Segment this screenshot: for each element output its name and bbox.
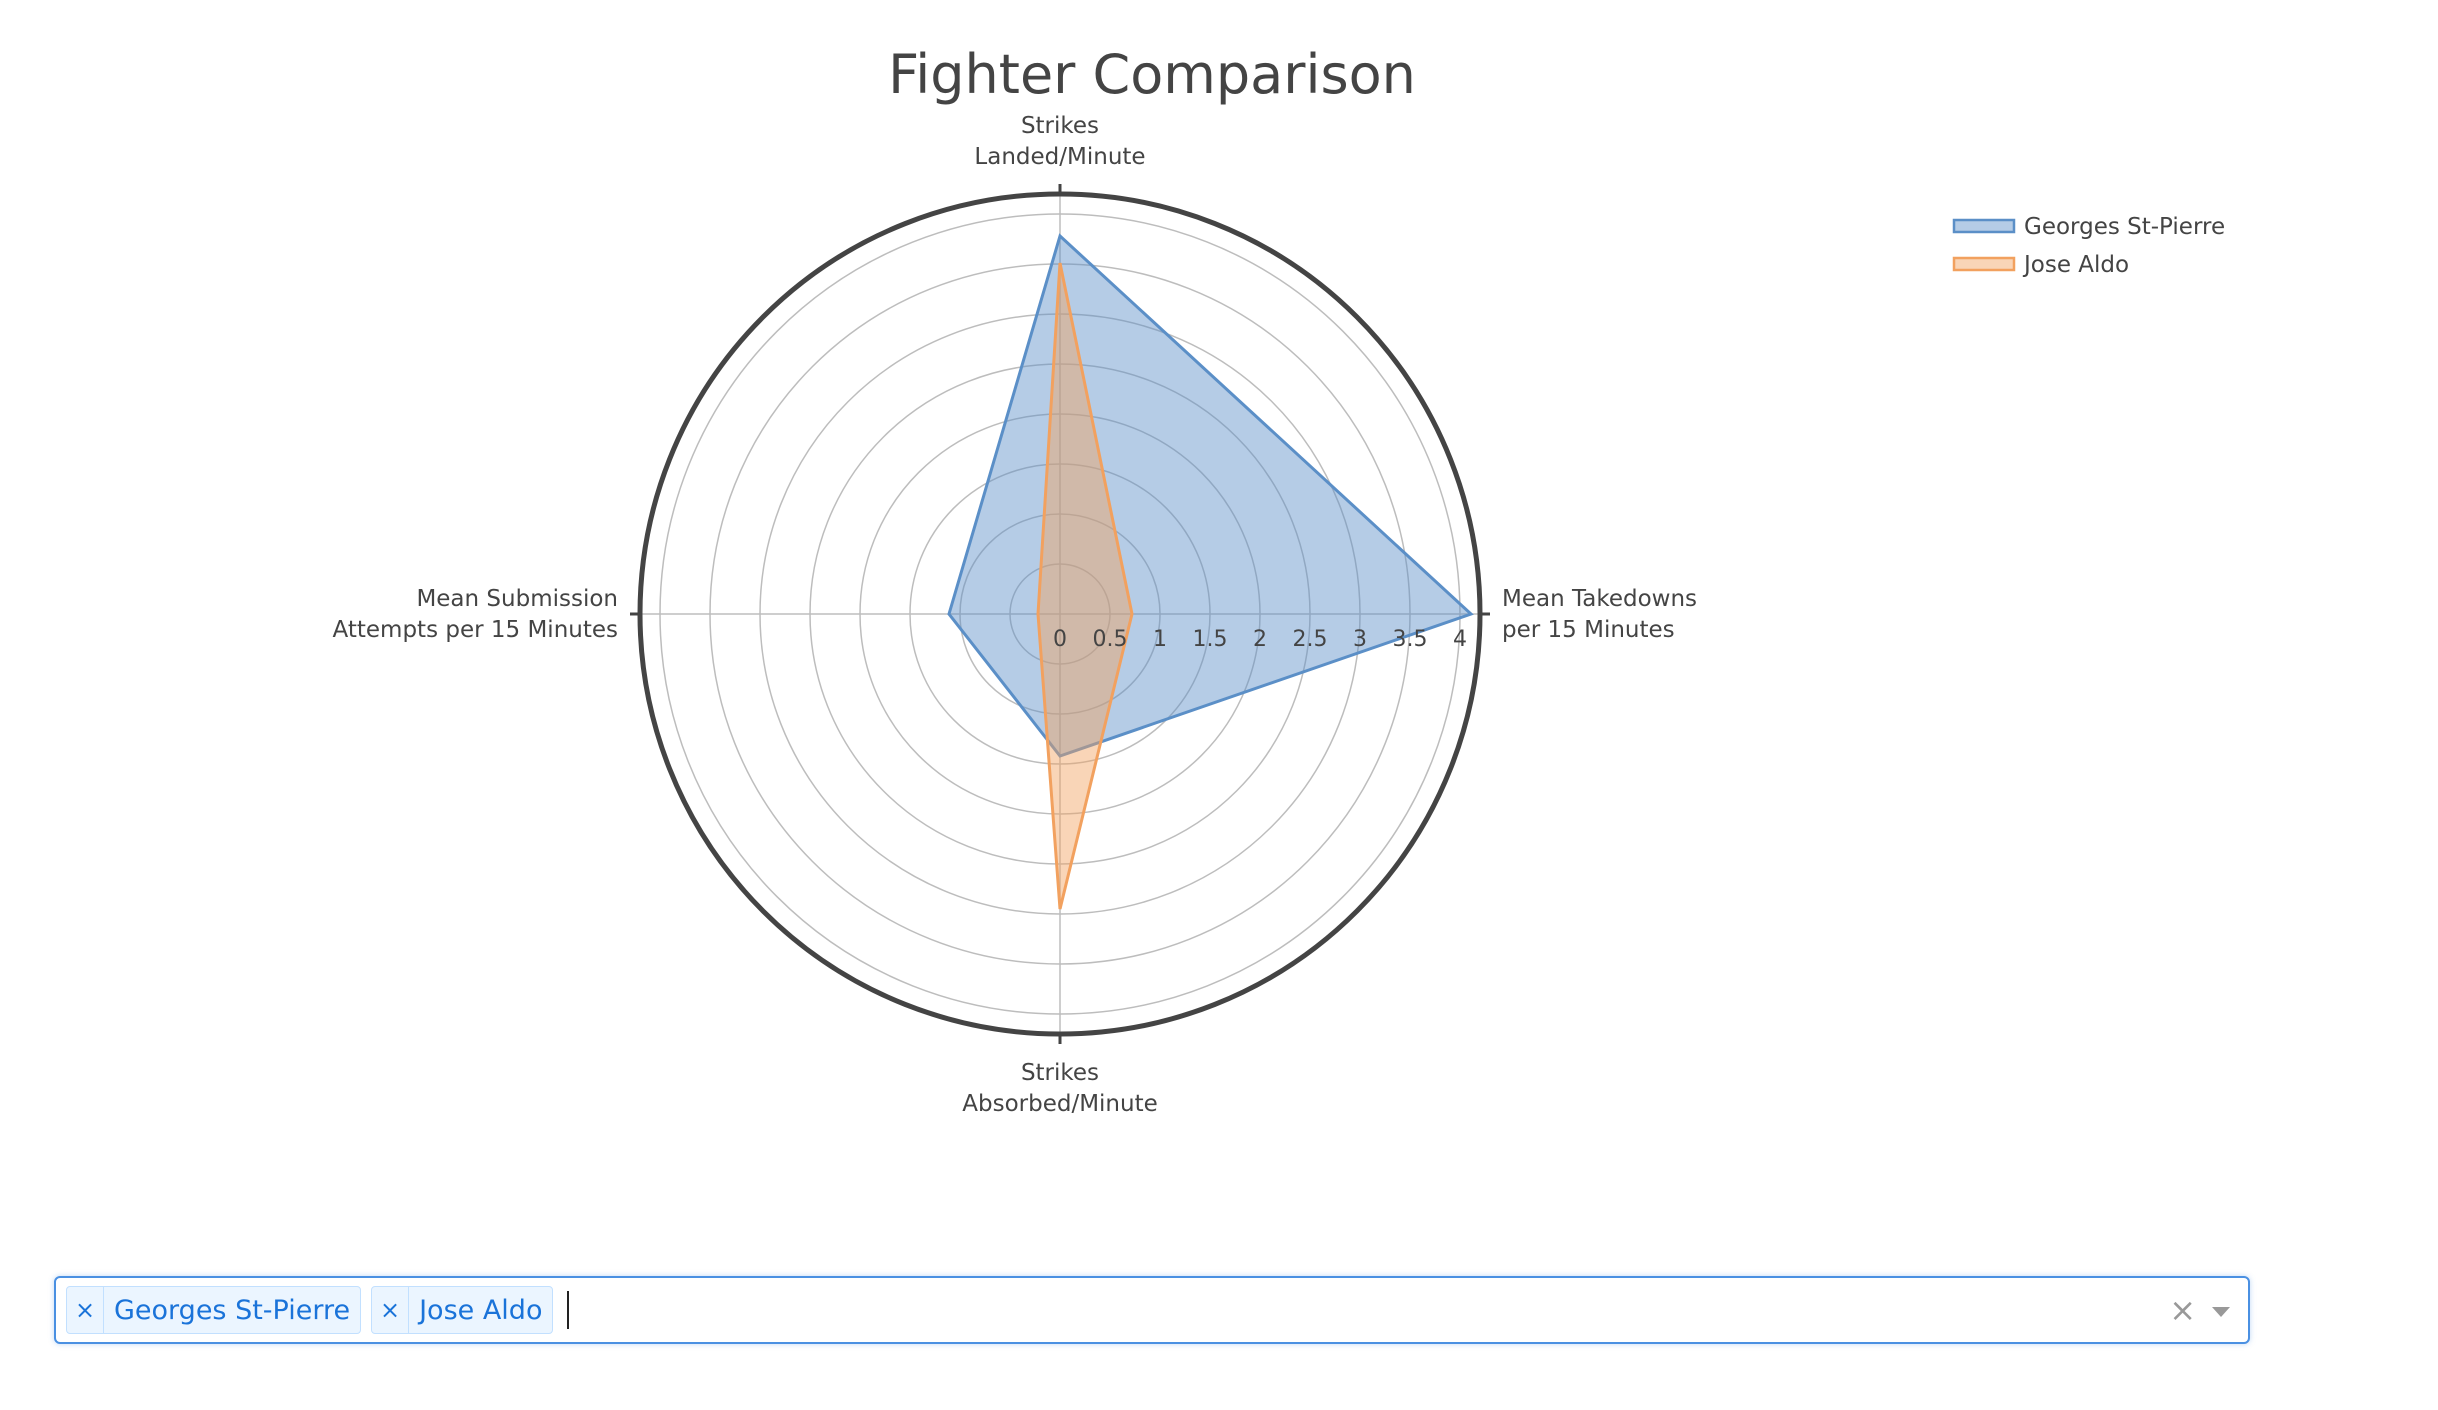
axis-label-line: Landed/Minute bbox=[974, 144, 1145, 170]
radial-tick-label: 1.5 bbox=[1193, 627, 1228, 652]
axis-label: Strikes Landed/Minute bbox=[974, 113, 1145, 170]
legend-swatch bbox=[1952, 256, 2016, 272]
chart-title: Fighter Comparison bbox=[888, 43, 1416, 106]
radar-series bbox=[947, 233, 1474, 910]
radial-tick-label: 2 bbox=[1253, 627, 1267, 652]
radial-tick-label: 1 bbox=[1153, 627, 1167, 652]
legend-swatch bbox=[1952, 218, 2016, 234]
legend-item: Jose Aldo bbox=[1952, 252, 2129, 278]
radial-tick-label: 4 bbox=[1453, 627, 1467, 652]
radial-tick-label: 3.5 bbox=[1393, 627, 1428, 652]
axis-label-line: Mean Submission bbox=[416, 586, 618, 612]
remove-chip-icon[interactable]: × bbox=[372, 1287, 410, 1333]
dropdown-arrow-icon[interactable] bbox=[2212, 1307, 2230, 1317]
legend-item: Georges St-Pierre bbox=[1952, 214, 2225, 240]
radial-ticks: 0 0.5 1 1.5 2 2.5 3 3.5 4 bbox=[1053, 627, 1467, 652]
axis-label-line: Attempts per 15 Minutes bbox=[333, 617, 618, 643]
legend: Georges St-Pierre Jose Aldo bbox=[1952, 214, 2225, 278]
clear-all-icon[interactable]: × bbox=[2169, 1291, 2196, 1329]
axis-label: Mean Takedowns per 15 Minutes bbox=[1502, 586, 1697, 643]
radial-tick-label: 2.5 bbox=[1293, 627, 1328, 652]
legend-label: Jose Aldo bbox=[2022, 252, 2129, 278]
axis-labels: Strikes Landed/Minute Mean Takedowns per 15… bbox=[333, 113, 1697, 1117]
search-input-cursor[interactable] bbox=[567, 1291, 570, 1329]
legend-label: Georges St-Pierre bbox=[2024, 214, 2225, 240]
axis-label-line: Strikes bbox=[1021, 113, 1099, 139]
fighter-multiselect[interactable]: × Georges St-Pierre × Jose Aldo × bbox=[54, 1276, 2250, 1344]
selected-fighter-chip: × Georges St-Pierre bbox=[66, 1286, 362, 1334]
select-controls: × bbox=[2169, 1294, 2248, 1326]
series-area bbox=[1036, 262, 1134, 910]
chip-label: Jose Aldo bbox=[419, 1294, 543, 1326]
radar-grid bbox=[630, 184, 1490, 1044]
axis-label-line: Absorbed/Minute bbox=[962, 1091, 1158, 1117]
axis-label-line: per 15 Minutes bbox=[1502, 617, 1675, 643]
selected-fighter-chip: × Jose Aldo bbox=[371, 1286, 554, 1334]
series-area bbox=[947, 233, 1474, 758]
axis-label-line: Strikes bbox=[1021, 1060, 1099, 1086]
remove-chip-icon[interactable]: × bbox=[67, 1287, 104, 1333]
radial-tick-label: 3 bbox=[1353, 627, 1367, 652]
radial-tick-label: 0 bbox=[1053, 627, 1067, 652]
axis-label: Strikes Absorbed/Minute bbox=[962, 1060, 1158, 1117]
chip-label: Georges St-Pierre bbox=[114, 1294, 351, 1326]
axis-label-line: Mean Takedowns bbox=[1502, 586, 1697, 612]
axis-label: Mean Submission Attempts per 15 Minutes bbox=[333, 586, 618, 643]
radial-tick-label: 0.5 bbox=[1093, 627, 1128, 652]
